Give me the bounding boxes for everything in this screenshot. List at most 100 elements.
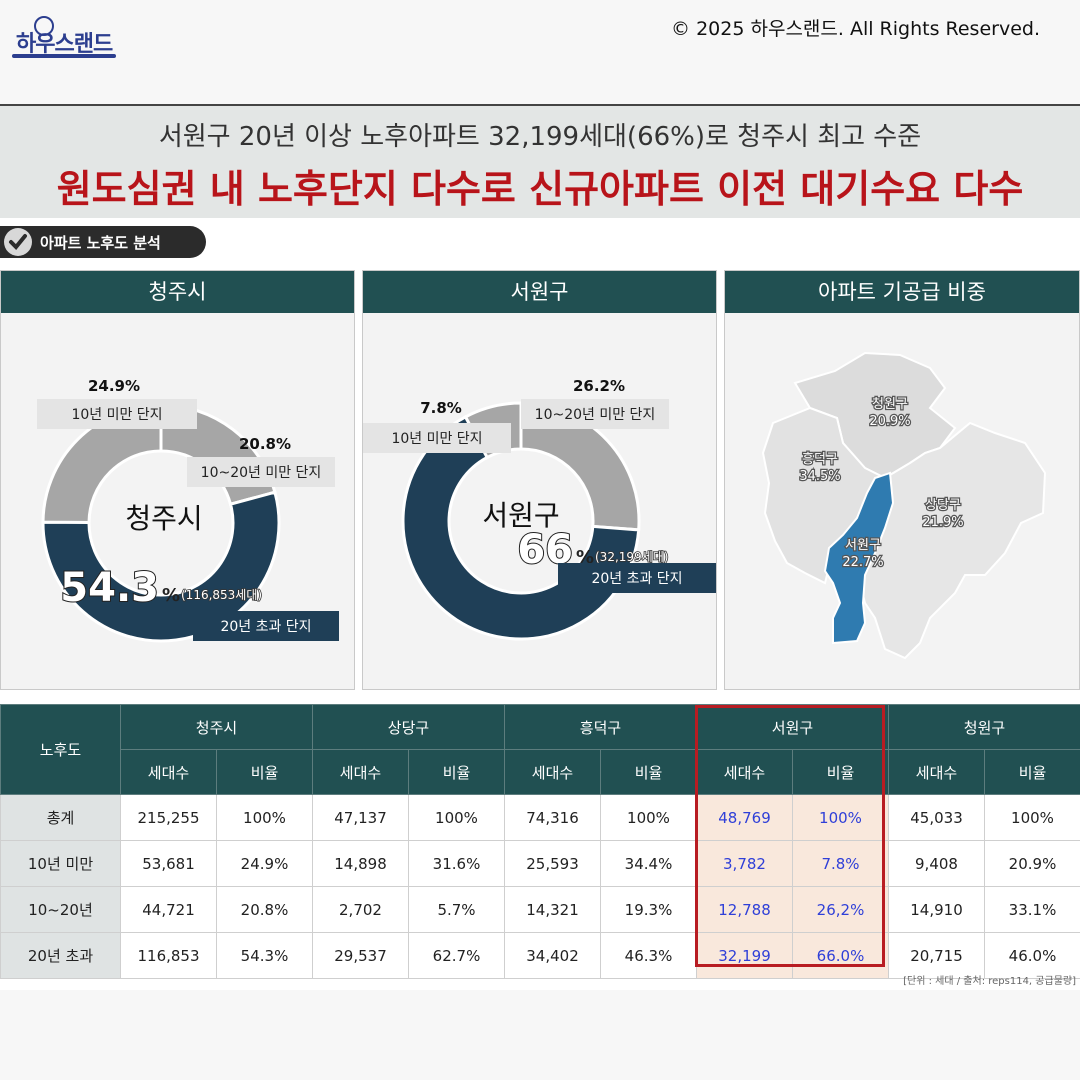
table-source-note: [단위 : 세대 / 출처: reps114, 공급물량]: [903, 976, 1076, 987]
dominant-slice-tag: [558, 563, 716, 593]
table-cell: 45,033: [888, 794, 985, 841]
row-label: 20년 초과: [0, 932, 121, 979]
table-cell: 14,910: [888, 886, 985, 933]
table-cell: 5.7%: [408, 886, 505, 933]
table-cell: 20.8%: [216, 886, 313, 933]
top-bar: 하우스랜드 © 2025 하우스랜드. All Rights Reserved.: [0, 0, 1080, 104]
table-corner-header: 노후도: [0, 704, 121, 795]
headline-banner: 서원구 20년 이상 노후아파트 32,199세대(66%)로 청주시 최고 수…: [0, 104, 1080, 220]
table-cell: 48,769: [696, 794, 793, 841]
dominant-slice-label: 20년 초과 단지: [591, 571, 682, 587]
row-label: 10년 미만: [0, 840, 121, 887]
table-cell: 62.7%: [408, 932, 505, 979]
sub-header: 세대수: [696, 749, 793, 795]
table-row: 10년 미만 53,681 24.9% 14,898 31.6% 25,593 34.4% 3…: [0, 840, 1080, 887]
table-cell: 100%: [600, 794, 697, 841]
slice-category-label: 10~20년 미만 단지: [201, 465, 322, 481]
sub-header: 세대수: [888, 749, 985, 795]
table-cell: 66.0%: [792, 932, 889, 979]
slice-percent-label: 24.9%: [88, 377, 140, 395]
table-cell: 2,702: [312, 886, 409, 933]
group-header: 상당구: [312, 704, 505, 750]
map-label-cheongwon-share: 20.9%: [869, 414, 910, 429]
logo-ring-icon: [34, 16, 54, 36]
table-row: 10~20년 44,721 20.8% 2,702 5.7% 14,321 19.3% 12,…: [0, 886, 1080, 933]
table-cell: 34,402: [504, 932, 601, 979]
slice-label-box: [363, 423, 511, 453]
sub-header: 비율: [984, 749, 1080, 795]
table-row: 20년 초과 116,853 54.3% 29,537 62.7% 34,402 46.3%…: [0, 932, 1080, 979]
sub-header: 비율: [408, 749, 505, 795]
slice-label-box: [187, 457, 335, 487]
slice-percent-label: 7.8%: [420, 399, 462, 417]
table-cell: 19.3%: [600, 886, 697, 933]
brand-logo[interactable]: 하우스랜드: [12, 10, 122, 58]
dominant-slice-tag: [193, 611, 339, 641]
table-cell: 100%: [408, 794, 505, 841]
donut-center-label: 청주시: [125, 502, 202, 535]
table-cell: 46.3%: [600, 932, 697, 979]
group-header: 서원구: [696, 704, 889, 750]
map-label-seowon-share: 22.7%: [842, 555, 883, 570]
table-cell: 46.0%: [984, 932, 1080, 979]
table-cell: 25,593: [504, 840, 601, 887]
slice-category-label: 10~20년 미만 단지: [535, 407, 656, 423]
table-cell: 24.9%: [216, 840, 313, 887]
sub-header: 세대수: [504, 749, 601, 795]
slice-percent-label: 26.2%: [573, 377, 625, 395]
map-panel: 아파트 기공급 비중 청원구 20.9% 흥덕구 34.5% 상당구 21.9%…: [724, 270, 1080, 690]
table-cell: 215,255: [120, 794, 217, 841]
panel-title: 아파트 기공급 비중: [725, 271, 1079, 313]
table-cell: 14,898: [312, 840, 409, 887]
map-label-heungdeok-share: 34.5%: [799, 469, 840, 484]
table-subheader-row: 세대수 비율 세대수 비율 세대수 비율 세대수 비율 세대수 비율: [1, 749, 1080, 795]
headline-subtitle: 서원구 20년 이상 노후아파트 32,199세대(66%)로 청주시 최고 수…: [158, 122, 922, 152]
dominant-slice-value: 54.3: [60, 565, 159, 611]
sub-header: 비율: [792, 749, 889, 795]
donut-center-label: 서원구: [482, 499, 559, 532]
table-cell: 100%: [792, 794, 889, 841]
section-badge-label: 아파트 노후도 분석: [40, 234, 161, 252]
slice-label-box: [37, 399, 197, 429]
map-label-heungdeok-name: 흥덕구: [802, 452, 838, 467]
slice-label-box: [521, 399, 669, 429]
sub-header: 세대수: [120, 749, 217, 795]
table-cell: 7.8%: [792, 840, 889, 887]
table-header-row: 노후도 청주시 상당구 흥덕구 서원구 청원구: [0, 704, 1080, 795]
logo-text: 하우스랜드: [16, 32, 113, 57]
row-label: 10~20년: [0, 886, 121, 933]
sub-header: 비율: [216, 749, 313, 795]
sub-header: 비율: [600, 749, 697, 795]
check-icon: [4, 228, 32, 256]
table-cell: 33.1%: [984, 886, 1080, 933]
dominant-slice-label: 20년 초과 단지: [220, 619, 311, 635]
dominant-slice-note: (32,199세대): [595, 550, 668, 564]
group-header: 청주시: [120, 704, 313, 750]
table-cell: 100%: [216, 794, 313, 841]
donut-panel-cheongju: 청주시 청주시 24.9% 10년 미만 단지 20.8% 10~20년 미만 단지 54…: [0, 270, 355, 690]
table-cell: 12,788: [696, 886, 793, 933]
donut-panel-seowon: 서원구 서원구 7.8% 10년 미만 단지 26.2% 10~20년 미만 단지 66%…: [362, 270, 717, 690]
panel-title: 서원구: [363, 271, 716, 313]
table-cell: 20,715: [888, 932, 985, 979]
table-cell: 9,408: [888, 840, 985, 887]
table-cell: 116,853: [120, 932, 217, 979]
table-cell: 3,782: [696, 840, 793, 887]
section-badge: 아파트 노후도 분석: [0, 226, 206, 258]
table-cell: 26,2%: [792, 886, 889, 933]
group-header: 흥덕구: [504, 704, 697, 750]
map-region-seowon: [823, 471, 895, 645]
logo-underline: [12, 54, 116, 58]
table-cell: 29,537: [312, 932, 409, 979]
slice-percent-label: 20.8%: [239, 435, 291, 453]
dominant-slice-unit: %: [162, 585, 180, 606]
dominant-slice-unit: %: [576, 547, 594, 568]
row-label: 총계: [0, 794, 121, 841]
map-label-sangdang-name: 상당구: [925, 498, 961, 513]
group-header: 청원구: [888, 704, 1080, 750]
table-cell: 44,721: [120, 886, 217, 933]
table-cell: 53,681: [120, 840, 217, 887]
slice-category-label: 10년 미만 단지: [391, 431, 482, 447]
table-cell: 74,316: [504, 794, 601, 841]
